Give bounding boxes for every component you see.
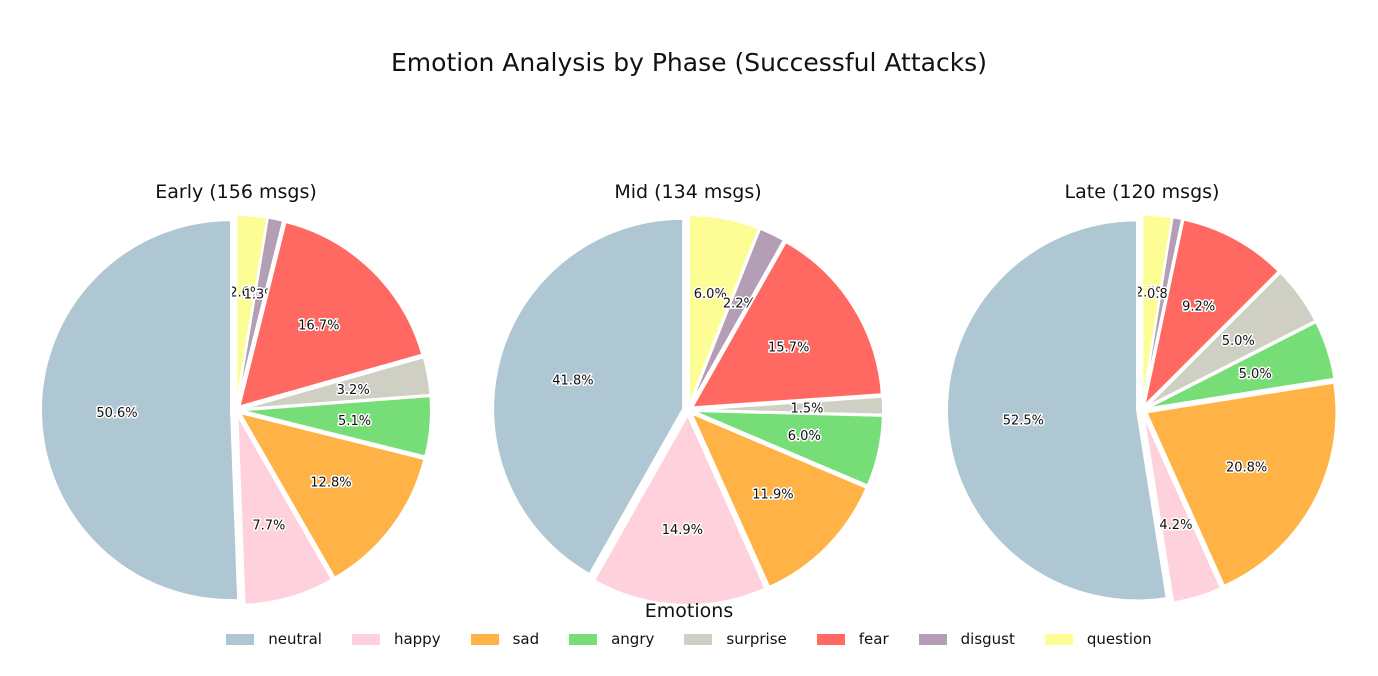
- legend-label: disgust: [960, 630, 1015, 648]
- legend-swatch: [351, 633, 380, 645]
- legend-label: fear: [858, 630, 889, 648]
- slice-angry: [1146, 320, 1336, 410]
- legend-label: surprise: [726, 630, 787, 648]
- slice-label-question: 6.0%: [694, 287, 727, 302]
- slice-label-neutral: 50.6%: [96, 406, 137, 421]
- slice-happy: [592, 412, 767, 606]
- slice-angry: [692, 410, 884, 487]
- legend-swatch: [1044, 633, 1073, 645]
- legend-label: question: [1086, 630, 1152, 648]
- legend-item-sad: sad: [470, 630, 540, 648]
- slice-label-fear: 15.7%: [768, 341, 809, 356]
- slice-label-surprise: 5.0%: [1222, 334, 1255, 349]
- slice-neutral: [946, 219, 1168, 602]
- slice-sad: [237, 411, 426, 580]
- slice-surprise: [1145, 271, 1317, 408]
- slice-angry: [240, 395, 432, 458]
- pie-chart-1: Early (156 msgs)2.6%1.3%16.7%3.2%5.1%12.…: [40, 181, 432, 606]
- slice-fear: [238, 220, 424, 408]
- slice-label-neutral: 52.5%: [1003, 413, 1044, 428]
- slice-label-angry: 5.0%: [1239, 367, 1272, 382]
- slice-sad: [689, 411, 868, 589]
- pie-chart-3: Late (120 msgs)2.5%0.8%9.2%5.0%5.0%20.8%…: [946, 181, 1338, 604]
- pie-title: Mid (134 msgs): [614, 181, 761, 203]
- slice-surprise: [692, 395, 884, 416]
- slice-label-angry: 5.1%: [338, 414, 371, 429]
- slice-surprise: [240, 356, 432, 411]
- slice-question: [687, 214, 761, 406]
- slice-disgust: [236, 216, 285, 406]
- legend: Emotions neutral happy sad angry surprise fea…: [0, 600, 1378, 648]
- slice-label-sad: 12.8%: [310, 476, 351, 491]
- slice-neutral: [40, 219, 240, 602]
- slice-label-angry: 6.0%: [788, 429, 821, 444]
- legend-swatch: [470, 633, 499, 645]
- slice-happy: [1142, 414, 1223, 604]
- legend-swatch: [226, 633, 255, 645]
- slice-fear: [1142, 218, 1281, 409]
- pie-title: Late (120 msgs): [1065, 181, 1220, 203]
- slice-label-happy: 4.2%: [1159, 518, 1192, 533]
- legend-item-happy: happy: [351, 630, 441, 648]
- legend-label: angry: [611, 630, 655, 648]
- slice-label-sad: 11.9%: [752, 487, 793, 502]
- legend-items: neutral happy sad angry surprise fear disgust q…: [0, 630, 1378, 648]
- legend-swatch: [569, 633, 598, 645]
- slice-label-sad: 20.8%: [1226, 461, 1267, 476]
- slice-neutral: [492, 217, 685, 576]
- legend-label: sad: [512, 630, 540, 648]
- slice-label-neutral: 41.8%: [552, 374, 593, 389]
- slice-label-happy: 7.7%: [252, 518, 285, 533]
- slice-disgust: [689, 227, 786, 406]
- slice-label-fear: 9.2%: [1182, 299, 1215, 314]
- slice-sad: [1144, 381, 1338, 588]
- legend-item-angry: angry: [569, 630, 654, 648]
- legend-item-surprise: surprise: [684, 630, 787, 648]
- legend-label: happy: [393, 630, 441, 648]
- slice-label-happy: 14.9%: [662, 523, 703, 538]
- pie-chart-2: Mid (134 msgs)6.0%2.2%15.7%1.5%6.0%11.9%…: [492, 181, 884, 606]
- slice-fear: [690, 240, 883, 409]
- slice-label-surprise: 3.2%: [337, 383, 370, 398]
- slice-happy: [236, 414, 334, 606]
- legend-swatch: [684, 633, 713, 645]
- slice-disgust: [1141, 216, 1184, 406]
- legend-label: neutral: [268, 630, 322, 648]
- chart-title: Emotion Analysis by Phase (Successful At…: [391, 48, 987, 77]
- legend-item-neutral: neutral: [226, 630, 322, 648]
- pie-title: Early (156 msgs): [155, 181, 317, 203]
- legend-swatch: [918, 633, 947, 645]
- legend-swatch: [816, 633, 845, 645]
- legend-item-fear: fear: [816, 630, 889, 648]
- legend-title: Emotions: [644, 600, 734, 622]
- slice-label-fear: 16.7%: [298, 319, 339, 334]
- legend-item-disgust: disgust: [918, 630, 1015, 648]
- legend-item-question: question: [1044, 630, 1152, 648]
